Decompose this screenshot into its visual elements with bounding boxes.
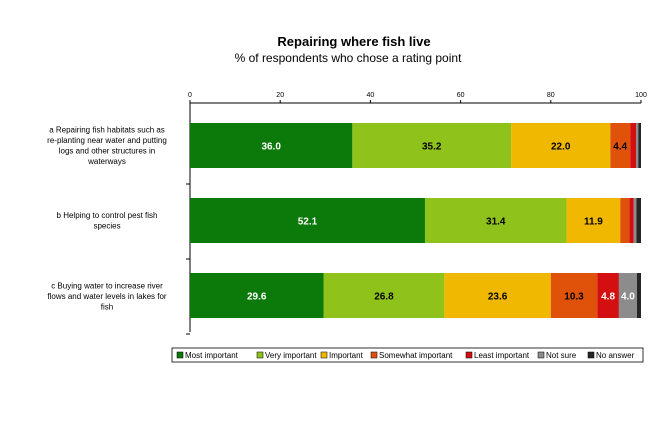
x-tick-label: 40 bbox=[367, 92, 375, 99]
legend-swatch bbox=[320, 351, 328, 359]
x-tick-label: 0 bbox=[188, 92, 192, 99]
category-label: waterways bbox=[87, 157, 126, 166]
bar-segment bbox=[620, 198, 630, 243]
bar-segment bbox=[424, 198, 567, 243]
bar-segment bbox=[630, 123, 637, 168]
category-label: species bbox=[93, 221, 120, 230]
legend-swatch bbox=[176, 351, 184, 359]
data-label: 4.8 bbox=[601, 292, 615, 303]
legend-box bbox=[171, 347, 644, 363]
category-label: fish bbox=[101, 303, 113, 312]
bar-segment bbox=[550, 273, 598, 318]
data-label: 29.6 bbox=[247, 292, 267, 303]
category-label: re-planting near water and putting bbox=[47, 136, 167, 145]
data-label: 36.0 bbox=[261, 142, 281, 153]
legend-entry: Least important bbox=[474, 351, 530, 360]
category-label: b Helping to control pest fish bbox=[57, 211, 158, 220]
legend-swatch bbox=[370, 351, 378, 359]
data-label: 26.8 bbox=[374, 292, 394, 303]
plot-area: 0 20 40 60 80 100 a Repairing fish habitats su… bbox=[47, 92, 647, 335]
bar-segment bbox=[636, 273, 641, 318]
legend-entry: Most important bbox=[185, 351, 239, 360]
bar-segment bbox=[610, 123, 631, 168]
chart-title: Repairing where fish live bbox=[277, 34, 430, 49]
x-tick-label: 80 bbox=[547, 92, 555, 99]
legend-entry: Important bbox=[329, 351, 364, 360]
bar-segment bbox=[190, 123, 353, 168]
x-tick-label: 60 bbox=[457, 92, 465, 99]
legend-entry: No answer bbox=[596, 351, 635, 360]
bar-segment bbox=[636, 198, 641, 243]
bar-segment bbox=[444, 273, 551, 318]
bar-segment bbox=[323, 273, 445, 318]
bar-segment bbox=[597, 273, 619, 318]
data-label: 35.2 bbox=[422, 142, 442, 153]
x-tick-label: 100 bbox=[635, 92, 647, 99]
bar-segment bbox=[566, 198, 621, 243]
category-label: c Buying water to increase river bbox=[51, 282, 163, 291]
bar-segment bbox=[636, 123, 639, 168]
legend-entry: Not sure bbox=[546, 351, 577, 360]
data-label: 22.0 bbox=[551, 142, 571, 153]
category-label: logs and other structures in bbox=[59, 146, 156, 155]
bar-segment bbox=[618, 273, 637, 318]
legend-entry: Very important bbox=[265, 351, 317, 360]
bar-segment bbox=[629, 198, 634, 243]
bar-segment bbox=[638, 123, 641, 168]
category-label: flows and water levels in lakes for bbox=[47, 292, 167, 301]
legend-swatch bbox=[465, 351, 473, 359]
data-label: 31.4 bbox=[486, 217, 506, 228]
data-label: 10.3 bbox=[564, 292, 584, 303]
legend-swatch bbox=[587, 351, 595, 359]
data-label: 11.9 bbox=[584, 217, 603, 228]
category-label: a Repairing fish habitats such as bbox=[49, 125, 165, 134]
bar-segment bbox=[633, 198, 637, 243]
data-label: 52.1 bbox=[298, 217, 318, 228]
bar-segment bbox=[190, 273, 324, 318]
bar-segment bbox=[190, 198, 425, 243]
legend: Most important Very important Important Som… bbox=[171, 347, 644, 363]
data-label: 23.6 bbox=[488, 292, 508, 303]
legend-entry: Somewhat important bbox=[379, 351, 453, 360]
legend-swatch bbox=[256, 351, 264, 359]
bar-segment bbox=[352, 123, 512, 168]
x-tick-label: 20 bbox=[276, 92, 284, 99]
data-label: 4.0 bbox=[621, 292, 635, 303]
legend-swatch bbox=[537, 351, 545, 359]
bar-segment bbox=[511, 123, 611, 168]
chart-subtitle: % of respondents who chose a rating poin… bbox=[235, 51, 462, 65]
data-label: 4.4 bbox=[613, 142, 627, 153]
